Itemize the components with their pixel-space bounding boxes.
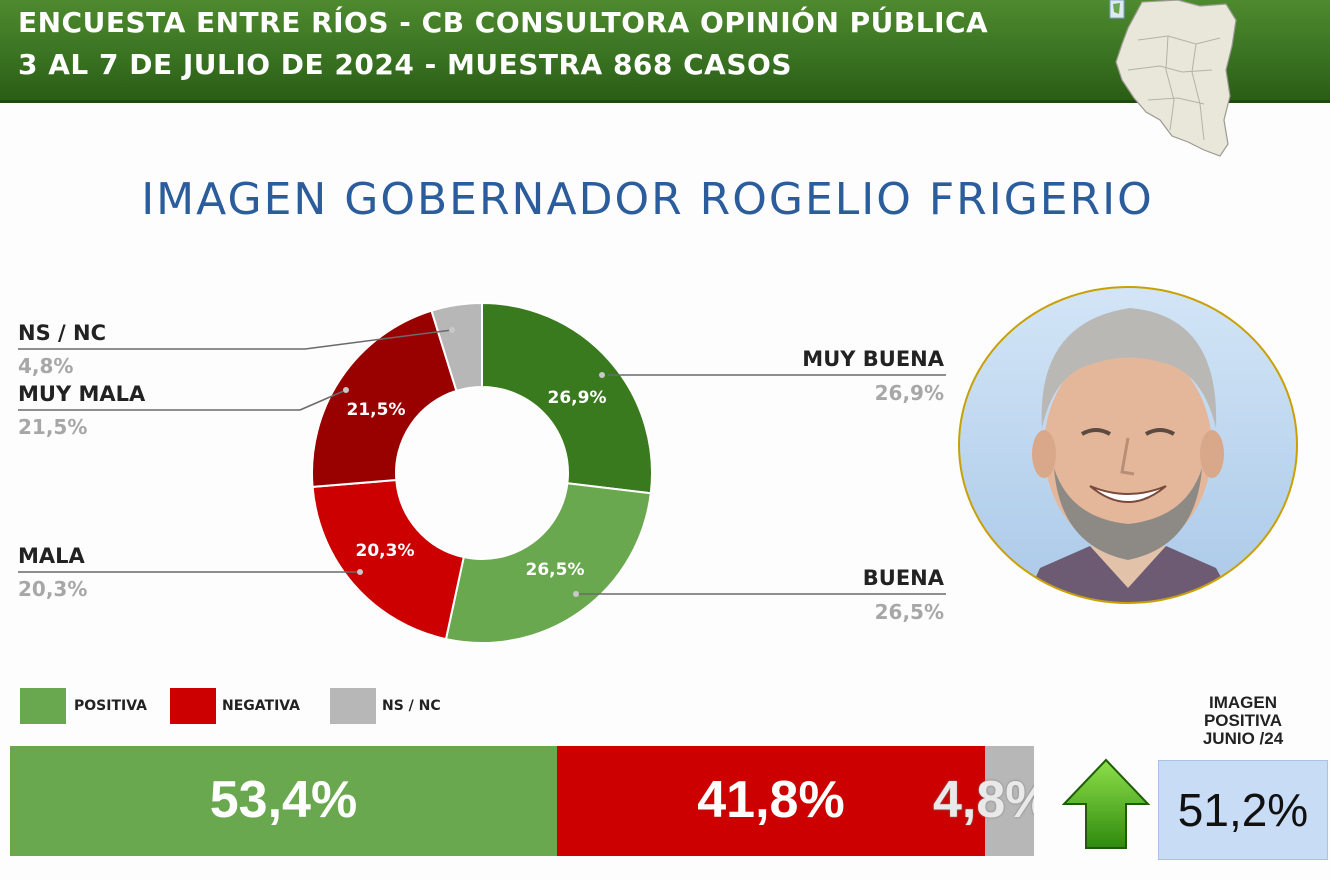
slice-label-mala: 20,3%	[356, 541, 415, 561]
survey-dates: 3 AL 7 DE JULIO DE 2024 - MUESTRA 868 CA…	[18, 48, 792, 81]
guide-muy-mala-diag	[299, 389, 347, 411]
bar-segment-nsnc: 4,8%	[933, 746, 1034, 856]
bar-value-nsnc: 4,8%	[933, 771, 1034, 829]
value-ns-nc: 4,8%	[18, 354, 73, 378]
previous-title-line-3: JUNIO /24	[1202, 729, 1284, 748]
previous-title-line-2: POSITIVA	[1203, 711, 1283, 730]
previous-title-line-1: IMAGEN	[1209, 693, 1277, 712]
slice-label-buena: 26,5%	[526, 560, 585, 580]
chart-title: IMAGEN GOBERNADOR ROGELIO FRIGERIO	[141, 174, 1154, 225]
stacked-bar: 53,4% 41,8% 4,8%	[10, 746, 1034, 856]
legend-label-nsnc: NS / NC	[382, 698, 441, 714]
value-muy-buena: 26,9%	[875, 381, 944, 405]
value-muy-mala: 21,5%	[18, 415, 87, 439]
slice-label-muy-mala: 21,5%	[347, 400, 406, 420]
bar-segment-negativa: 41,8%	[557, 746, 985, 856]
donut-slice-mala	[311, 478, 465, 641]
up-arrow-icon	[1062, 758, 1150, 849]
label-ns-nc: NS / NC	[18, 321, 106, 345]
previous-value: 51,2%	[1177, 784, 1309, 836]
bar-value-negativa: 41,8%	[697, 771, 845, 829]
donut-slice-ns-nc	[430, 301, 483, 393]
previous-value-box: 51,2%	[1158, 760, 1328, 860]
donut-slice-buena	[444, 482, 652, 644]
entre-rios-map-icon	[1109, 0, 1237, 157]
legend-label-negativa: NEGATIVA	[222, 698, 300, 714]
label-muy-buena: MUY BUENA	[802, 347, 944, 371]
survey-title: ENCUESTA ENTRE RÍOS - CB CONSULTORA OPIN…	[18, 6, 989, 39]
donut-slice-muy-mala	[311, 309, 458, 488]
bar-value-positiva: 53,4%	[209, 771, 358, 829]
guide-ns-nc-diag	[304, 329, 453, 350]
slice-label-muy-buena: 26,9%	[548, 388, 607, 408]
value-mala: 20,3%	[18, 577, 87, 601]
legend-swatch-positiva	[20, 688, 66, 724]
governor-portrait	[958, 286, 1298, 604]
label-mala: MALA	[18, 544, 86, 568]
donut-slice-muy-buena	[481, 301, 653, 495]
label-buena: BUENA	[863, 566, 945, 590]
legend-swatch-nsnc	[330, 688, 376, 724]
value-buena: 26,5%	[875, 600, 944, 624]
bar-segment-positiva: 53,4%	[10, 746, 557, 856]
previous-image-title: IMAGEN POSITIVA JUNIO /24	[1158, 694, 1328, 748]
header-banner: ENCUESTA ENTRE RÍOS - CB CONSULTORA OPIN…	[0, 0, 1330, 103]
label-muy-mala: MUY MALA	[18, 382, 146, 406]
legend-swatch-negativa	[170, 688, 216, 724]
legend-label-positiva: POSITIVA	[74, 698, 147, 714]
